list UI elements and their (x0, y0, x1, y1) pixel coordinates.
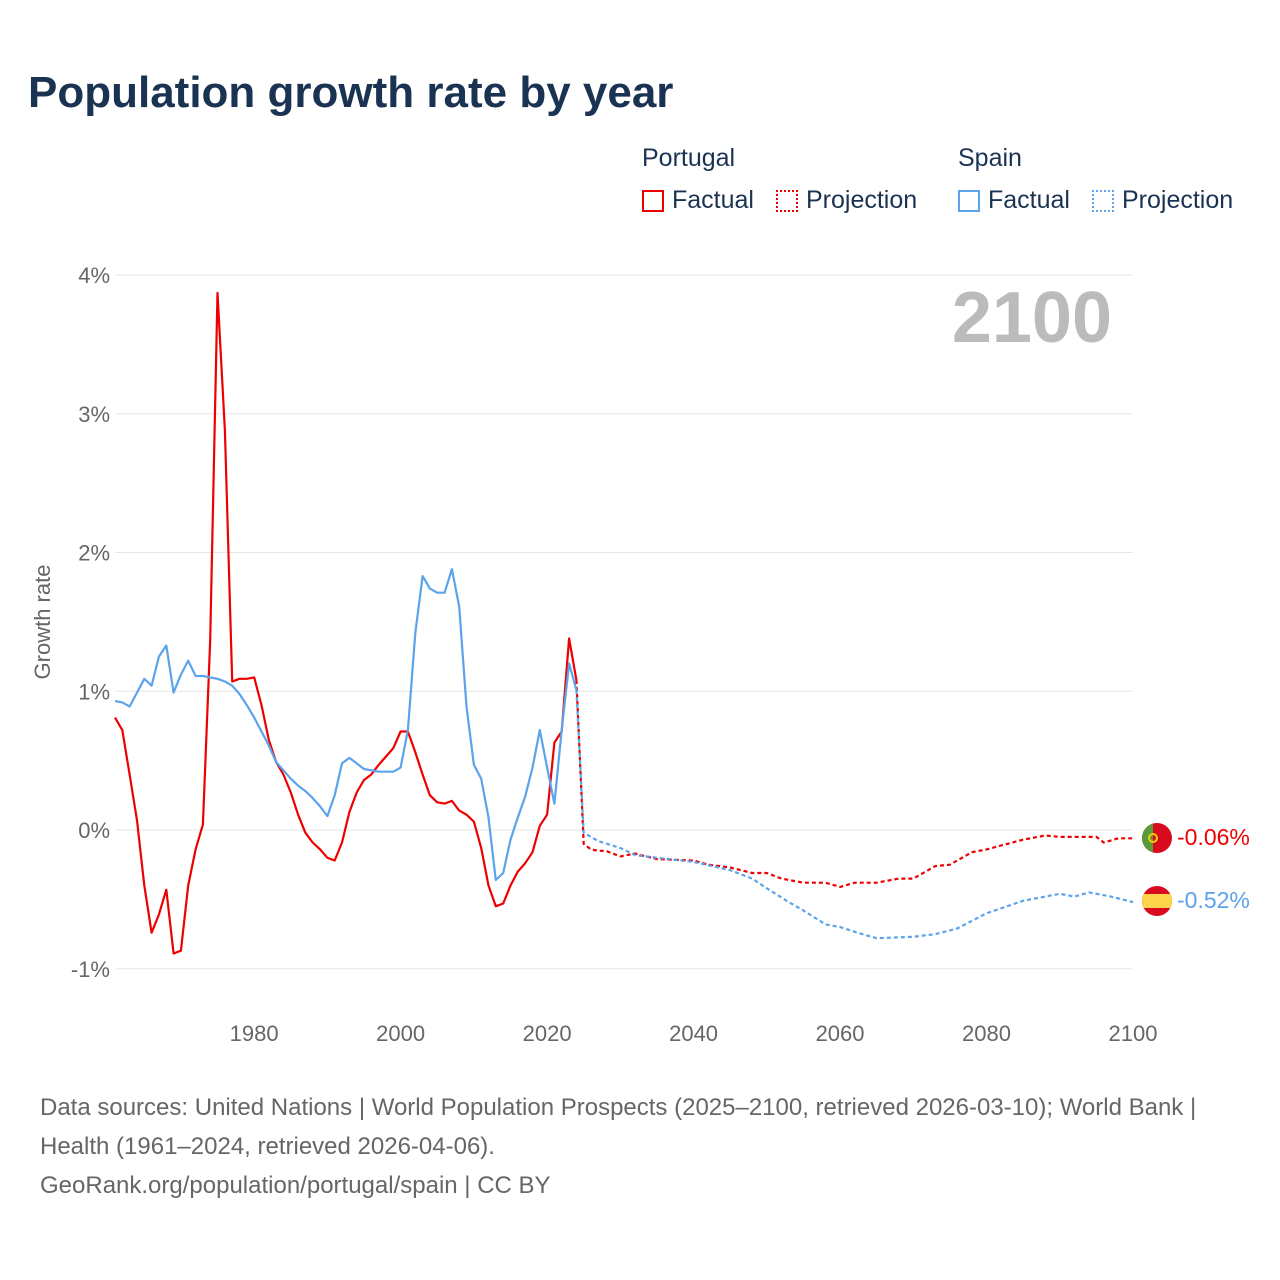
legend-label: Projection (806, 186, 918, 214)
x-tick-label: 2100 (1109, 1021, 1158, 1046)
y-tick-label: 0% (78, 818, 110, 843)
legend-group-spain: Spain (958, 144, 1022, 172)
legend-swatch (776, 189, 798, 212)
x-tick-label: 2020 (523, 1021, 572, 1046)
y-tick-label: 4% (78, 263, 110, 288)
series-line-portugal-factual (114, 291, 578, 955)
y-tick-label: -1% (71, 957, 110, 982)
y-tick-label: 2% (78, 541, 110, 566)
series-line-portugal-projection (575, 680, 1133, 888)
legend-label: Projection (1122, 186, 1234, 214)
legend-spain-projection[interactable]: Projection (1092, 186, 1233, 215)
x-tick-label: 1980 (230, 1021, 279, 1046)
legend-spain-factual[interactable]: Factual (958, 186, 1070, 215)
legend-swatch (958, 189, 980, 212)
legend-swatch (642, 189, 664, 212)
portugal-flag-icon (1142, 823, 1172, 853)
series-line-spain-projection (575, 689, 1134, 940)
portugal-end-label: -0.06% (1177, 824, 1250, 850)
y-tick-label: 1% (78, 679, 110, 704)
x-tick-label: 2000 (376, 1021, 425, 1046)
credit-link[interactable]: GeoRank.org/population/portugal/spain | … (40, 1172, 551, 1199)
data-sources: Data sources: United Nations | World Pop… (40, 1094, 1197, 1160)
legend-label: Factual (672, 186, 754, 214)
y-axis-label: Growth rate (30, 565, 55, 680)
chart-title: Population growth rate by year (28, 68, 674, 117)
x-tick-label: 2060 (816, 1021, 865, 1046)
spain-end-label: -0.52% (1177, 887, 1250, 913)
y-tick-label: 3% (78, 402, 110, 427)
series-line-spain-factual (114, 568, 578, 882)
legend-portugal-projection[interactable]: Projection (776, 186, 917, 215)
legend-group-portugal: Portugal (642, 144, 736, 172)
legend-portugal-factual[interactable]: Factual (642, 186, 754, 215)
legend-label: Factual (988, 186, 1070, 214)
year-overlay: 2100 (952, 278, 1112, 358)
x-tick-label: 2040 (669, 1021, 718, 1046)
legend-swatch (1092, 189, 1114, 212)
x-tick-label: 2080 (962, 1021, 1011, 1046)
footer: Data sources: United Nations | World Pop… (40, 1088, 1240, 1205)
spain-flag-icon (1142, 886, 1172, 916)
